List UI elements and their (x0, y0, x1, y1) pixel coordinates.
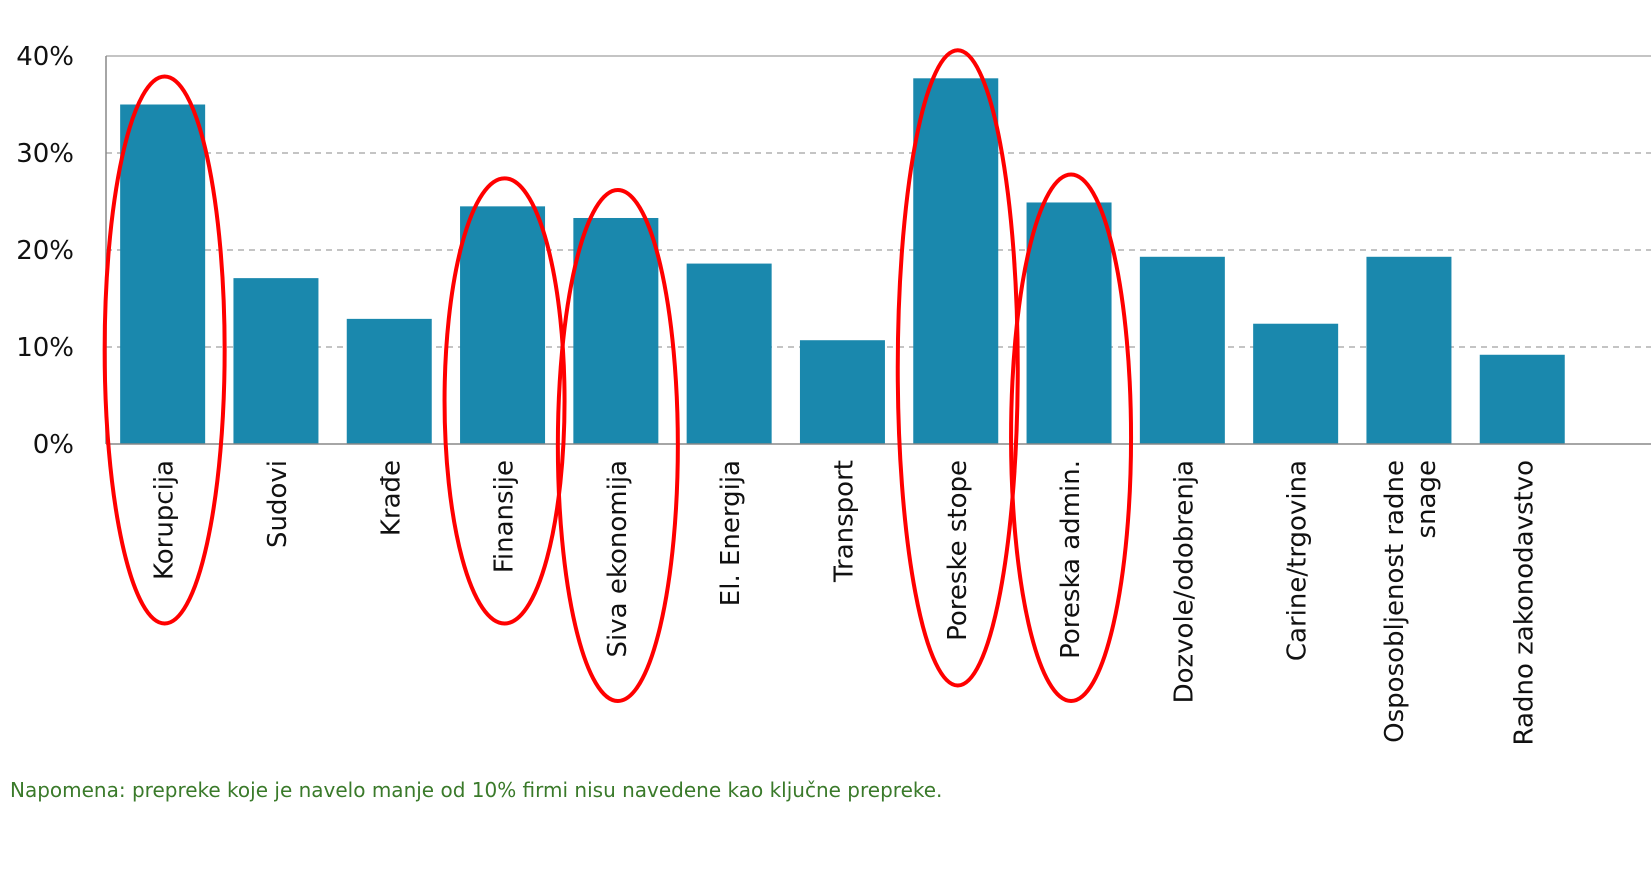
bar (1366, 256, 1452, 444)
bar (460, 206, 546, 444)
bar (799, 340, 885, 444)
category-label: Dozvole/odobrenja (1169, 460, 1199, 703)
category-label: Carine/trgovina (1283, 460, 1313, 661)
category-label-line: Korupcija (150, 460, 180, 580)
y-tick-label: 40% (16, 42, 74, 72)
category-label: Osposobljenost radne snage (1380, 460, 1442, 743)
category-label-line: snage (1412, 460, 1442, 538)
category-label: El. Energija (716, 460, 746, 606)
category-label-line: Siva ekonomija (603, 460, 633, 657)
category-label: Korupcija (150, 460, 180, 580)
category-label: Poreska admin. (1056, 460, 1086, 659)
category-label: Siva ekonomija (603, 460, 633, 657)
category-label-line: Krađe (376, 460, 406, 536)
y-tick-label: 10% (16, 333, 74, 363)
y-tick-labels: 0% 10% 20% 30% 40% (16, 42, 74, 460)
category-label: Transport (829, 460, 859, 583)
highlight-ellipse (895, 48, 1020, 688)
category-label-line: Carine/trgovina (1283, 460, 1313, 661)
highlight-ellipse (442, 176, 567, 626)
bar (1479, 354, 1565, 444)
y-tick-label: 0% (33, 430, 74, 460)
category-label: Poreske stope (943, 460, 973, 641)
bar (233, 278, 319, 444)
bar (1253, 323, 1339, 444)
category-label-line: Transport (829, 460, 859, 583)
highlight-ellipse (1009, 172, 1134, 703)
bar (1026, 202, 1112, 444)
category-label-line: Dozvole/odobrenja (1169, 460, 1199, 703)
y-tick-label: 20% (16, 236, 74, 266)
category-label: Finansije (490, 460, 520, 573)
bar (686, 263, 772, 444)
bar (346, 318, 432, 444)
bar (120, 104, 206, 444)
highlight-ellipse (102, 74, 227, 626)
highlight-ellipse (555, 187, 680, 703)
category-label-line: Sudovi (263, 460, 293, 548)
category-label: Krađe (376, 460, 406, 536)
category-label: Sudovi (263, 460, 293, 548)
category-label-line: Radno zakonodavstvo (1509, 460, 1539, 745)
bars (120, 78, 1565, 444)
category-label: Radno zakonodavstvo (1509, 460, 1539, 745)
category-label-line: Osposobljenost radne (1380, 460, 1410, 743)
bar (913, 78, 999, 444)
category-label-line: Poreske stope (943, 460, 973, 641)
category-label-line: El. Energija (716, 460, 746, 606)
category-labels: Korupcija Sudovi Krađe Finansije Siva ekonom… (150, 460, 1540, 745)
highlight-ellipses (102, 48, 1134, 703)
bar (1139, 256, 1225, 444)
category-label-line: Finansije (490, 460, 520, 573)
category-label-line: Poreska admin. (1056, 460, 1086, 659)
bar (573, 217, 659, 444)
y-tick-label: 30% (16, 139, 74, 169)
footnote: Napomena: prepreke koje je navelo manje … (10, 778, 943, 802)
